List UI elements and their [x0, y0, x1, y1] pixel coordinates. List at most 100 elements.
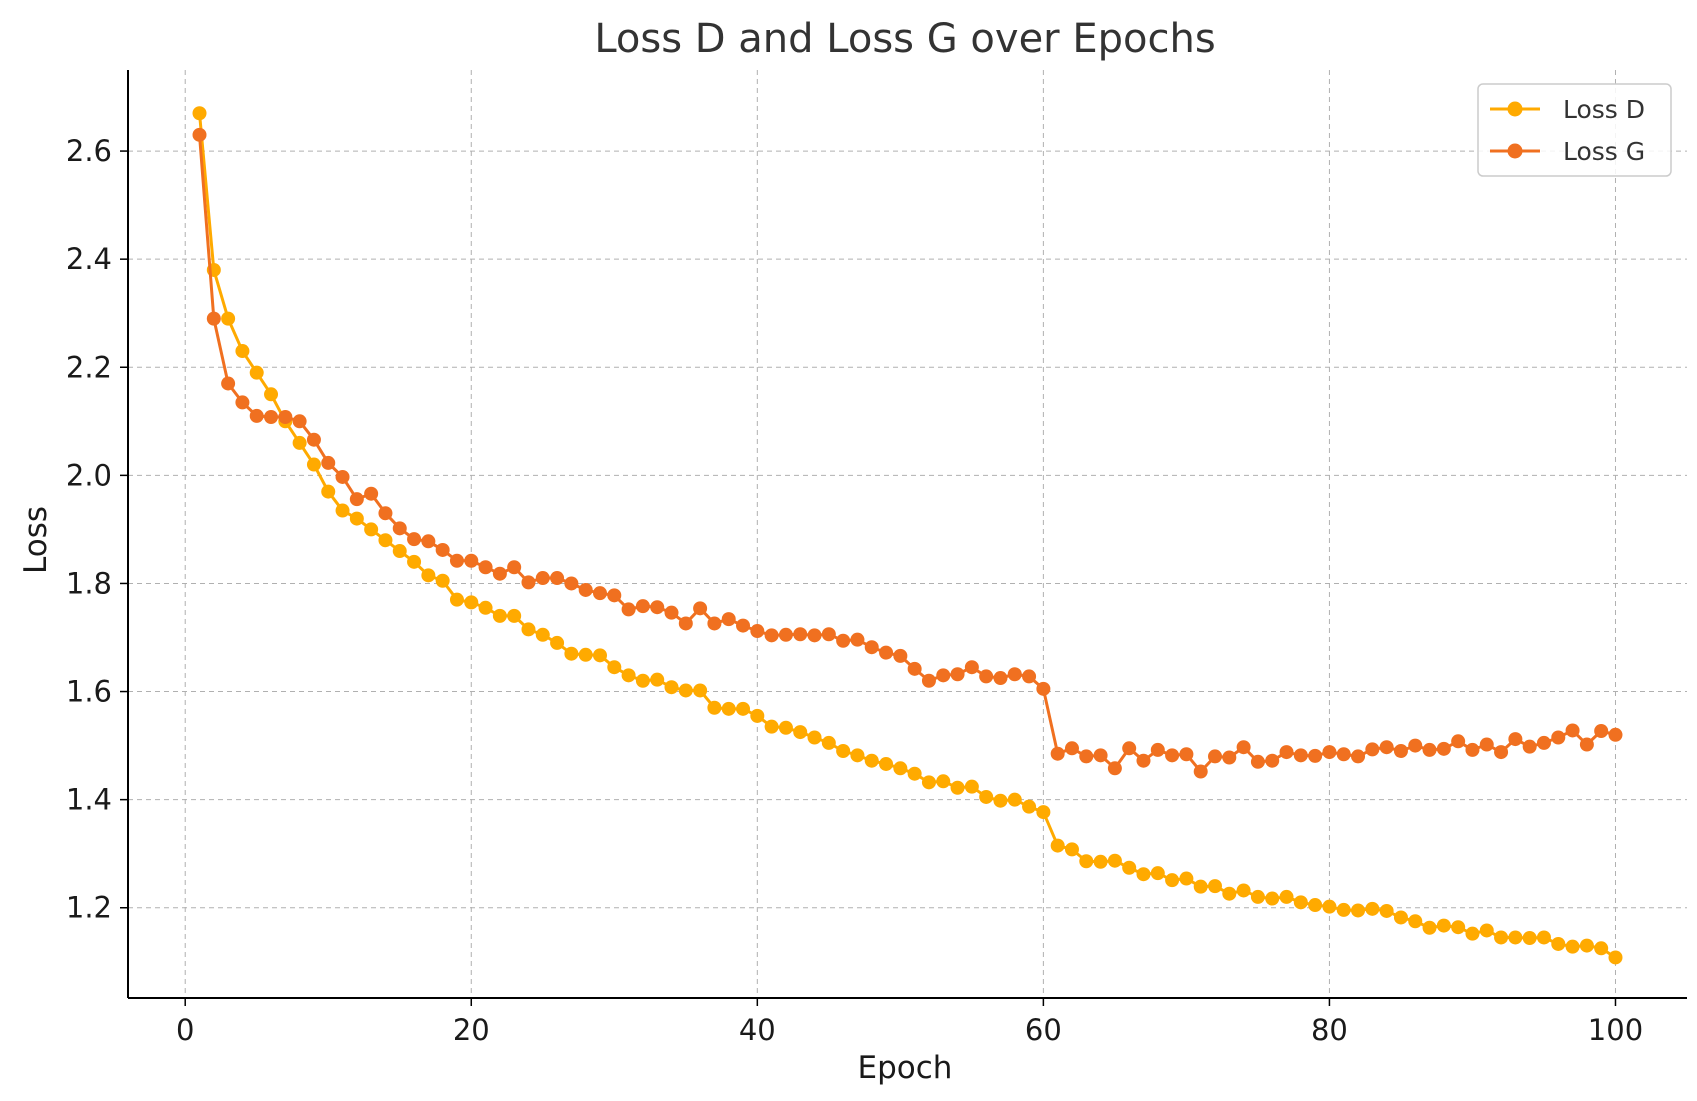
y-tick-label: 2.4	[66, 242, 112, 276]
data-point-loss-d	[707, 700, 722, 715]
data-point-loss-d	[449, 592, 464, 607]
data-point-loss-g	[721, 612, 736, 627]
legend-marker-loss-d	[1507, 101, 1523, 117]
data-point-loss-d	[1293, 895, 1308, 910]
data-point-loss-g	[1465, 742, 1480, 757]
data-point-loss-d	[635, 673, 650, 688]
grid	[128, 70, 1687, 998]
data-point-loss-d	[378, 533, 393, 548]
data-point-loss-g	[678, 616, 693, 631]
data-point-loss-d	[535, 627, 550, 642]
data-point-loss-d	[936, 774, 951, 789]
data-point-loss-d	[678, 683, 693, 698]
data-point-loss-d	[1022, 799, 1037, 814]
data-point-loss-g	[321, 455, 336, 470]
data-point-loss-d	[421, 568, 436, 583]
data-point-loss-d	[1422, 920, 1437, 935]
data-point-loss-d	[1050, 838, 1065, 853]
data-point-loss-g	[693, 601, 708, 616]
data-point-loss-g	[1379, 740, 1394, 755]
data-point-loss-g	[1136, 753, 1151, 768]
data-point-loss-g	[1565, 723, 1580, 738]
data-point-loss-d	[1064, 842, 1079, 857]
data-point-loss-d	[335, 503, 350, 518]
data-point-loss-g	[1165, 748, 1180, 763]
data-point-loss-d	[1322, 899, 1337, 914]
y-tick-label: 2.6	[66, 134, 112, 168]
data-point-loss-d	[249, 365, 264, 380]
data-point-loss-d	[192, 106, 207, 121]
data-point-loss-g	[1393, 744, 1408, 758]
legend-marker-loss-g	[1507, 143, 1523, 159]
data-point-loss-g	[392, 521, 407, 536]
data-point-loss-d	[1222, 886, 1237, 901]
data-point-loss-d	[1007, 792, 1022, 807]
data-point-loss-d	[607, 660, 622, 675]
data-point-loss-d	[836, 744, 851, 758]
x-axis-ticks: 0 20 40 60 80 100	[176, 998, 1643, 1047]
data-point-loss-d	[364, 522, 379, 537]
data-point-loss-d	[507, 608, 522, 623]
data-point-loss-g	[464, 553, 479, 568]
data-point-loss-d	[1336, 902, 1351, 917]
series-loss-d	[192, 106, 1623, 965]
data-point-loss-d	[721, 701, 736, 716]
data-point-loss-d	[564, 646, 579, 661]
data-point-loss-d	[650, 672, 665, 687]
data-point-loss-d	[778, 720, 793, 735]
x-tick-label: 60	[1025, 1013, 1062, 1047]
legend: Loss D Loss G	[1477, 83, 1672, 177]
y-axis-ticks: 1.2 1.4 1.6 1.8 2.0 2.2 2.4 2.6	[66, 134, 128, 925]
data-point-loss-g	[1222, 750, 1237, 765]
data-point-loss-d	[221, 311, 236, 326]
data-point-loss-g	[1179, 747, 1194, 762]
data-point-loss-g	[807, 628, 822, 643]
data-point-loss-d	[521, 622, 536, 637]
series-group	[192, 106, 1623, 965]
data-point-loss-g	[621, 602, 636, 617]
data-point-loss-g	[349, 492, 364, 507]
data-point-loss-g	[206, 311, 221, 326]
data-point-loss-g	[535, 571, 550, 586]
data-point-loss-g	[936, 668, 951, 683]
data-point-loss-g	[521, 575, 536, 590]
data-point-loss-g	[278, 409, 293, 424]
chart-title: Loss D and Loss G over Epochs	[594, 16, 1215, 62]
data-point-loss-d	[1308, 898, 1323, 913]
data-point-loss-g	[1250, 754, 1265, 769]
data-point-loss-g	[736, 618, 751, 633]
series-loss-g	[192, 127, 1623, 779]
data-point-loss-g	[1508, 732, 1523, 747]
data-point-loss-d	[1536, 930, 1551, 945]
x-tick-label: 20	[453, 1013, 490, 1047]
x-tick-label: 100	[1588, 1013, 1643, 1047]
legend-entry-loss-d: Loss D	[1490, 95, 1645, 124]
data-point-loss-g	[893, 648, 908, 663]
data-point-loss-g	[1036, 681, 1051, 696]
x-axis-label: Epoch	[858, 1050, 953, 1086]
data-point-loss-d	[1451, 920, 1466, 935]
data-point-loss-g	[1050, 746, 1065, 761]
data-point-loss-d	[1508, 930, 1523, 945]
data-point-loss-d	[1479, 923, 1494, 938]
data-point-loss-d	[621, 668, 636, 683]
data-point-loss-d	[693, 683, 708, 698]
data-point-loss-d	[1279, 889, 1294, 904]
y-tick-label: 1.4	[66, 783, 112, 817]
data-point-loss-g	[1494, 745, 1509, 760]
data-point-loss-g	[764, 628, 779, 643]
data-point-loss-d	[492, 608, 507, 623]
data-point-loss-d	[235, 344, 250, 359]
data-point-loss-g	[1293, 748, 1308, 763]
data-point-loss-g	[1479, 737, 1494, 752]
data-point-loss-d	[1236, 883, 1251, 898]
data-point-loss-g	[1608, 727, 1623, 742]
data-point-loss-g	[607, 588, 622, 603]
data-point-loss-g	[578, 582, 593, 597]
data-point-loss-d	[964, 779, 979, 794]
data-point-loss-g	[1236, 740, 1251, 755]
data-point-loss-g	[950, 667, 965, 682]
data-point-loss-d	[1265, 891, 1280, 906]
data-point-loss-g	[1322, 745, 1337, 760]
